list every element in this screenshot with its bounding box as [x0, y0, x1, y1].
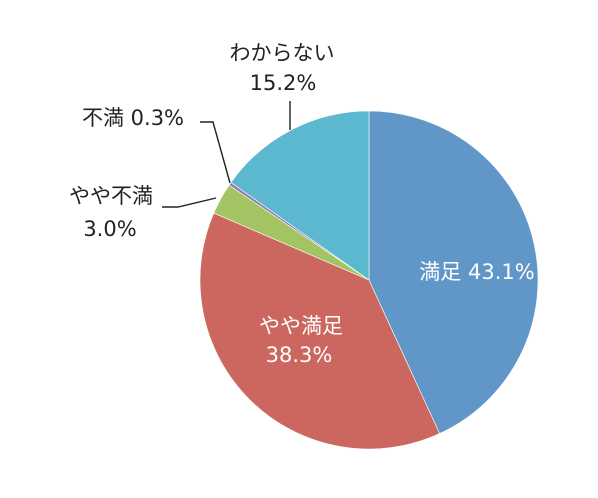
slice-label-yaya-fuman: やや不満 [69, 184, 153, 208]
slice-value-yaya-fuman: 3.0% [83, 217, 136, 241]
slice-label-yaya-manzoku: やや満足 [259, 314, 343, 338]
leader-line-fuman [200, 121, 231, 184]
leader-line-yaya-fuman [162, 197, 217, 208]
slice-label-fuman: 不満 0.3% [82, 106, 184, 130]
slice-label-manzoku: 満足 43.1% [419, 260, 534, 284]
slice-value-wakaranai: 15.2% [250, 71, 317, 95]
pie-slice-wakaranai [230, 110, 370, 281]
leader-lines [162, 101, 291, 208]
pie-slices [199, 110, 539, 450]
slice-value-yaya-manzoku: 38.3% [266, 343, 333, 367]
slice-label-wakaranai: わからない [230, 41, 335, 65]
pie-slice-yaya-manzoku [199, 212, 440, 450]
pie-slice-manzoku [368, 110, 539, 434]
